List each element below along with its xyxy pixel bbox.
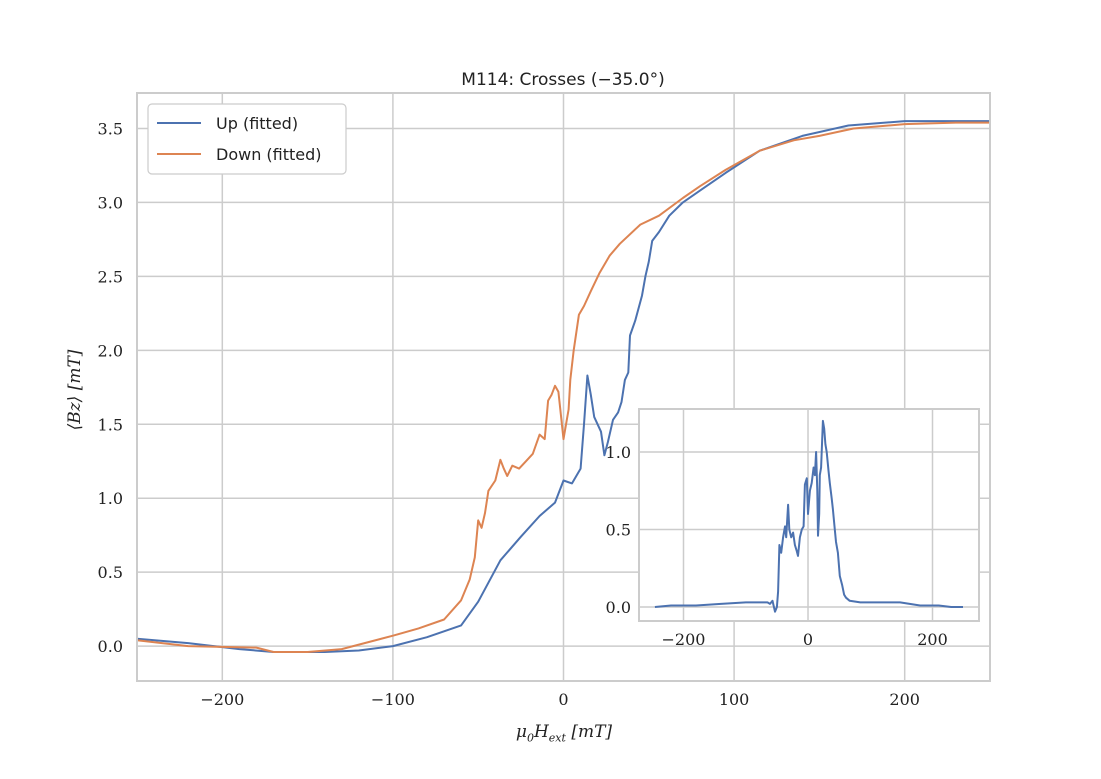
inset-series-line-difference bbox=[654, 419, 963, 613]
y-tick-label: 3.5 bbox=[98, 119, 123, 138]
legend-label: Down (fitted) bbox=[216, 145, 322, 164]
inset-y-tick-label: 0.5 bbox=[606, 521, 631, 540]
y-tick-label: 1.0 bbox=[98, 489, 123, 508]
y-tick-label: 0.0 bbox=[98, 637, 123, 656]
inset-x-tick-label: 0 bbox=[803, 630, 813, 649]
legend-label: Up (fitted) bbox=[216, 114, 298, 133]
inset-y-tick-label: 1.0 bbox=[606, 443, 631, 462]
inset-plot-area bbox=[639, 409, 979, 621]
chart-title: M114: Crosses (−35.0°) bbox=[461, 70, 664, 90]
y-axis-label: ⟨Bz⟩ [mT] bbox=[65, 349, 85, 431]
y-tick-label: 3.0 bbox=[98, 193, 123, 212]
series-line-down-fitted- bbox=[136, 121, 990, 653]
inset-y-tick-label: 0.0 bbox=[606, 598, 631, 617]
x-tick-label: 0 bbox=[558, 690, 568, 709]
inset-x-tick-label: −200 bbox=[662, 630, 706, 649]
y-tick-label: 1.5 bbox=[98, 415, 123, 434]
inset-axes-frame bbox=[638, 408, 980, 622]
y-tick-label: 0.5 bbox=[98, 563, 123, 582]
y-tick-label: 2.0 bbox=[98, 341, 123, 360]
x-tick-label: 200 bbox=[889, 690, 920, 709]
x-tick-label: −100 bbox=[371, 690, 415, 709]
y-tick-label: 2.5 bbox=[98, 267, 123, 286]
inset-x-tick-label: 200 bbox=[917, 630, 948, 649]
axes-frame bbox=[136, 92, 991, 682]
x-axis-label: μ0Hext [mT] bbox=[515, 722, 613, 745]
x-tick-label: 100 bbox=[719, 690, 750, 709]
series-line-up-fitted- bbox=[136, 120, 990, 653]
legend bbox=[147, 103, 347, 175]
x-tick-label: −200 bbox=[200, 690, 244, 709]
